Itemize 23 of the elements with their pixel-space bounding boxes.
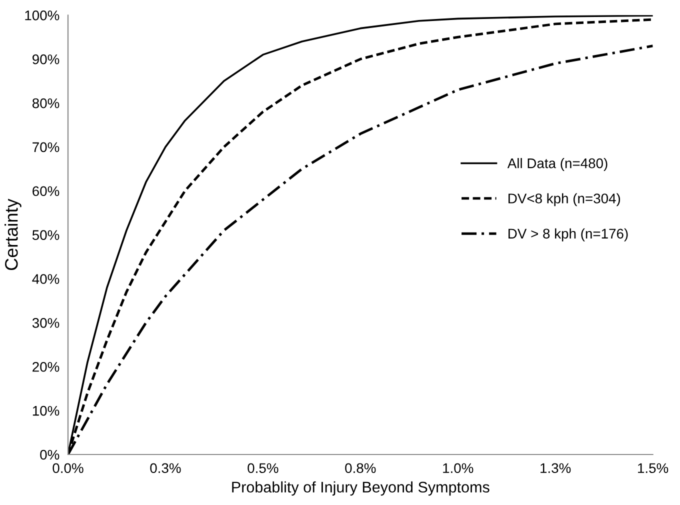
x-tick-label: 0.0% <box>52 463 84 474</box>
legend-label: DV<8 kph (n=304) <box>508 193 620 206</box>
x-tick-label: 1.0% <box>443 463 474 474</box>
x-tick-label: 1.5% <box>638 463 668 474</box>
y-tick-label: 10% <box>32 406 60 416</box>
y-tick-label: 70% <box>32 142 60 152</box>
legend-label: All Data (n=480) <box>507 158 608 171</box>
y-tick-label: 50% <box>32 230 60 240</box>
y-tick-label: 40% <box>32 274 60 284</box>
x-tick-label: 1.3% <box>540 463 571 474</box>
y-tick-label: 60% <box>32 186 60 196</box>
y-tick-label: 0% <box>40 450 60 460</box>
y-tick-label: 90% <box>32 54 60 64</box>
y-axis-title: Certainty <box>4 198 22 270</box>
x-axis-title: Probablity of Injury Beyond Symptoms <box>232 481 490 496</box>
y-tick-label: 100% <box>25 10 60 20</box>
y-tick-label: 30% <box>32 318 60 328</box>
x-tick-label: 0.5% <box>248 463 278 474</box>
x-tick-label: 0.8% <box>345 463 376 474</box>
y-tick-label: 20% <box>32 362 60 372</box>
y-tick-label: 80% <box>32 98 60 108</box>
legend-label: DV > 8 kph (n=176) <box>508 228 628 242</box>
x-tick-label: 0.3% <box>150 463 181 474</box>
